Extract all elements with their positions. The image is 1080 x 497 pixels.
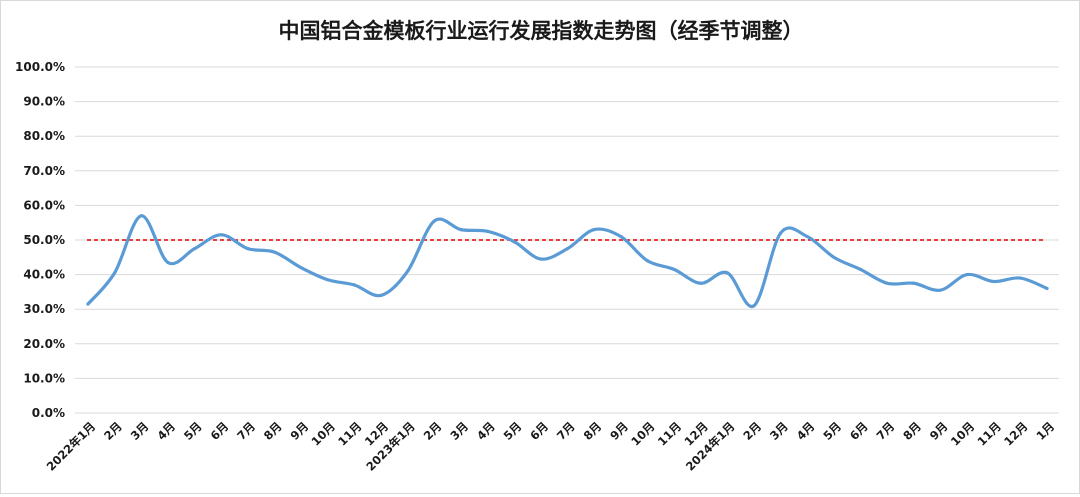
x-tick-label: 3月 bbox=[447, 419, 471, 443]
x-tick-label: 6月 bbox=[527, 419, 551, 443]
data-point bbox=[725, 271, 729, 275]
data-point bbox=[192, 247, 197, 251]
x-tick-label: 2月 bbox=[421, 419, 445, 443]
x-tick-label: 9月 bbox=[607, 419, 631, 443]
data-point bbox=[672, 267, 676, 272]
data-point bbox=[379, 293, 383, 297]
x-tick-label: 1月 bbox=[1033, 419, 1057, 443]
data-point bbox=[805, 234, 809, 239]
x-tick-label: 2月 bbox=[740, 419, 764, 443]
data-point bbox=[485, 229, 490, 233]
data-point bbox=[113, 271, 117, 275]
data-point bbox=[219, 233, 223, 237]
data-point bbox=[539, 257, 543, 261]
x-tick-label: 8月 bbox=[581, 419, 605, 443]
x-tick-label: 8月 bbox=[900, 419, 924, 443]
x-tick-label: 4月 bbox=[154, 419, 178, 443]
data-point bbox=[326, 278, 330, 282]
x-tick-label: 4月 bbox=[794, 419, 818, 443]
x-tick-label: 6月 bbox=[208, 419, 232, 443]
data-point bbox=[432, 219, 436, 223]
data-point bbox=[752, 304, 756, 308]
chart-title: 中国铝合金模板行业运行发展指数走势图（经季节调整） bbox=[278, 19, 804, 43]
y-tick-label: 30.0% bbox=[23, 302, 65, 316]
y-tick-label: 40.0% bbox=[23, 268, 65, 282]
x-tick-label: 5月 bbox=[181, 419, 205, 443]
x-tick-label: 8月 bbox=[261, 419, 285, 443]
series-layer bbox=[86, 214, 1049, 308]
data-point bbox=[779, 231, 783, 235]
data-point bbox=[832, 255, 836, 259]
y-axis-tick-labels: 0.0% 10.0% 20.0% 30.0% 40.0% 50.0% 60.0% 70.0% 8… bbox=[15, 60, 65, 420]
x-tick-label: 5月 bbox=[501, 419, 525, 443]
x-tick-label: 3月 bbox=[767, 419, 791, 443]
data-point bbox=[406, 269, 410, 273]
x-tick-label: 7月 bbox=[874, 419, 898, 443]
data-point bbox=[965, 273, 969, 277]
x-tick-label: 5月 bbox=[820, 419, 844, 443]
data-point bbox=[992, 279, 996, 284]
data-point bbox=[645, 259, 650, 263]
y-tick-label: 90.0% bbox=[23, 95, 65, 109]
data-point bbox=[512, 240, 516, 244]
data-point bbox=[619, 234, 623, 239]
x-tick-label: 6月 bbox=[847, 419, 871, 443]
x-tick-label: 9月 bbox=[288, 419, 312, 443]
x-tick-label: 10月 bbox=[309, 419, 338, 448]
y-tick-label: 10.0% bbox=[23, 371, 65, 385]
x-tick-label: 10月 bbox=[628, 419, 657, 448]
series-line bbox=[86, 214, 1049, 308]
x-tick-label: 11月 bbox=[335, 419, 364, 448]
data-point bbox=[86, 302, 90, 306]
data-point bbox=[592, 228, 596, 232]
x-tick-label: 10月 bbox=[948, 419, 977, 448]
x-tick-label: 2月 bbox=[101, 419, 125, 443]
x-tick-label: 2022年1月 bbox=[44, 419, 98, 473]
data-point bbox=[699, 281, 703, 285]
data-point bbox=[459, 228, 463, 232]
x-tick-label: 3月 bbox=[128, 419, 152, 443]
x-tick-label: 9月 bbox=[927, 419, 951, 443]
data-point bbox=[352, 283, 356, 287]
data-point bbox=[1018, 276, 1022, 280]
y-tick-label: 100.0% bbox=[15, 60, 65, 74]
data-point bbox=[938, 288, 943, 292]
y-tick-label: 80.0% bbox=[23, 129, 65, 143]
data-point bbox=[272, 250, 277, 254]
data-point bbox=[139, 214, 143, 218]
data-point bbox=[246, 247, 250, 251]
y-tick-label: 50.0% bbox=[23, 233, 65, 247]
y-tick-label: 60.0% bbox=[23, 198, 65, 212]
data-point bbox=[858, 267, 863, 272]
data-point bbox=[1045, 286, 1049, 291]
x-tick-label: 7月 bbox=[554, 419, 578, 443]
data-point bbox=[166, 260, 170, 265]
data-point bbox=[912, 281, 916, 285]
y-tick-label: 0.0% bbox=[32, 406, 65, 420]
x-tick-label: 11月 bbox=[974, 419, 1003, 448]
x-tick-label: 12月 bbox=[1001, 419, 1030, 448]
y-tick-label: 70.0% bbox=[23, 164, 65, 178]
data-point bbox=[565, 247, 570, 251]
data-point bbox=[885, 281, 889, 285]
x-tick-label: 4月 bbox=[474, 419, 498, 443]
data-point bbox=[299, 266, 303, 270]
x-tick-label: 11月 bbox=[655, 419, 684, 448]
y-tick-label: 20.0% bbox=[23, 337, 65, 351]
x-tick-label: 7月 bbox=[234, 419, 258, 443]
